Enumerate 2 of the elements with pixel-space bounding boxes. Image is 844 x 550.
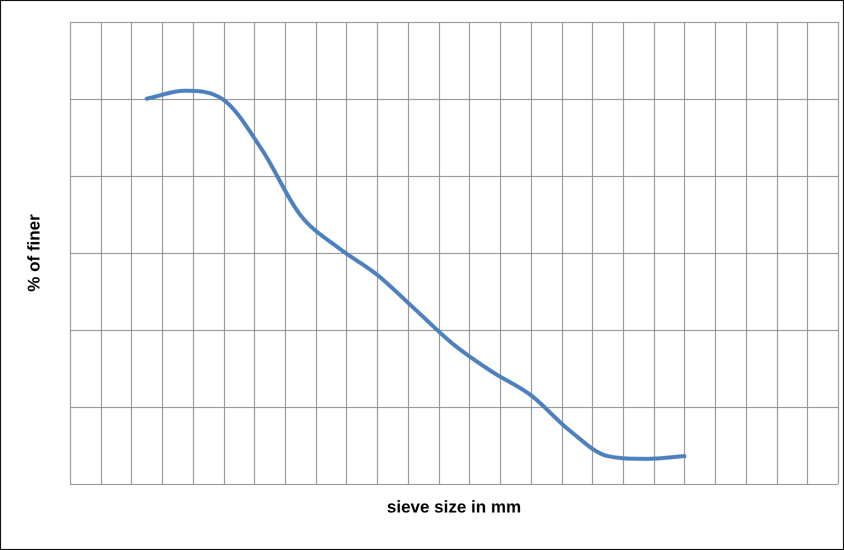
x-axis-title: sieve size in mm — [386, 498, 522, 517]
y-axis-title: % of finer — [24, 214, 44, 292]
